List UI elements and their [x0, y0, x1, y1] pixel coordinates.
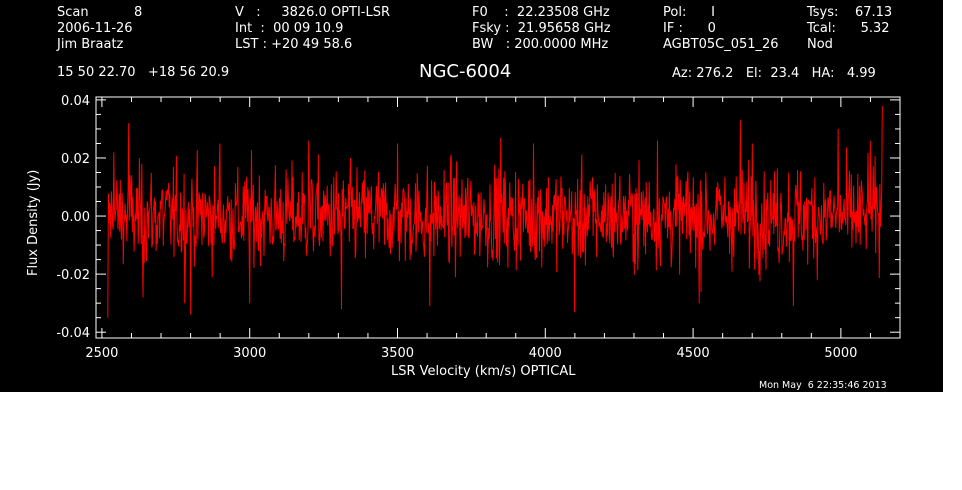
- timestamp: Mon May 6 22:35:46 2013: [759, 380, 887, 391]
- x-tick-label: 4500: [677, 346, 710, 361]
- y-axis-label: Flux Density (Jy): [26, 170, 41, 276]
- x-axis-label: LSR Velocity (km/s) OPTICAL: [391, 364, 575, 379]
- spectrum-chart: 2500 3000 3500 4000 4500 5000 -0.04 -0.02 0.00 0.…: [0, 0, 943, 392]
- x-tick-label: 4000: [529, 346, 562, 361]
- y-tick-label: -0.02: [56, 268, 90, 283]
- x-tick-label: 2500: [85, 346, 118, 361]
- x-tick-label: 3500: [381, 346, 414, 361]
- y-tick-label: -0.04: [56, 326, 90, 341]
- spectrum-series-line: [108, 106, 883, 318]
- x-tick-label: 5000: [824, 346, 857, 361]
- y-tick-label: 0.04: [61, 94, 90, 109]
- y-tick-label: 0.02: [61, 152, 90, 167]
- y-tick-label: 0.00: [61, 210, 90, 225]
- spectrum-trace-layer: [108, 106, 883, 318]
- x-tick-label: 3000: [233, 346, 266, 361]
